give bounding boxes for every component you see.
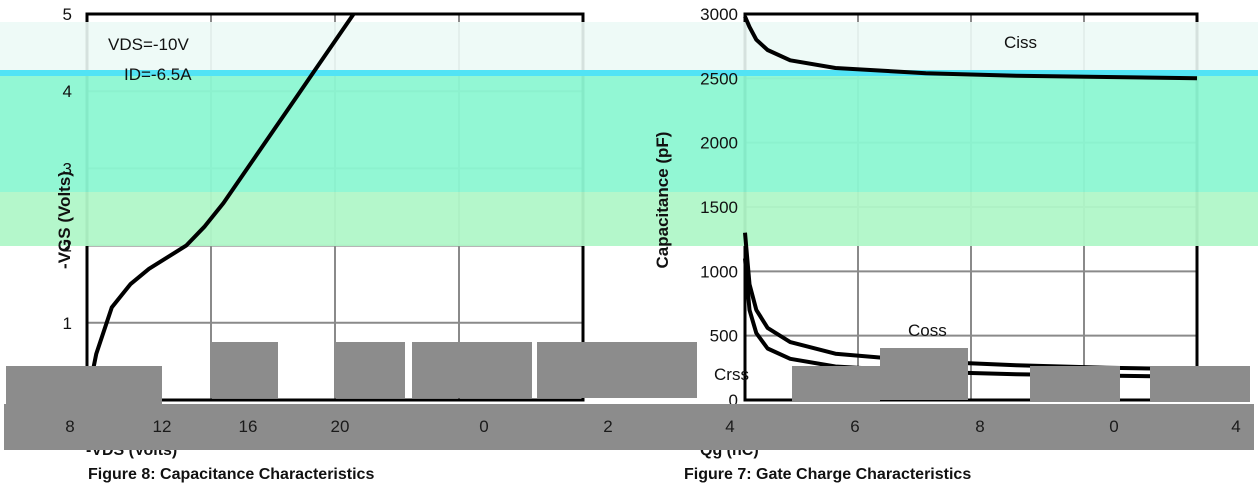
gate-ytick-label: 1 [63, 314, 72, 333]
overlay-bands [0, 22, 1258, 246]
overlay-band-low [0, 192, 1258, 246]
bottom-tick-label: 8 [975, 417, 984, 436]
gate-y-axis-label: -VGS (Volts) [55, 171, 74, 269]
occluding-block-4 [537, 342, 697, 398]
occluding-block-0 [6, 366, 162, 406]
bottom-tick-label: 4 [725, 417, 734, 436]
crss-label: Crss [714, 365, 749, 384]
coss-label: Coss [908, 321, 947, 340]
overlay-band-line [0, 70, 1258, 76]
gate-charge-curve [85, 12, 356, 401]
gate-ytick-label: 4 [63, 82, 72, 101]
overlay-band-main [0, 76, 1258, 192]
figure-caption-left: Figure 8: Capacitance Characteristics [88, 466, 375, 483]
bottom-tick-label: 4 [1231, 417, 1240, 436]
bottom-tick-strip [4, 404, 1254, 450]
occluding-block-3 [412, 342, 532, 398]
ciss-label: Ciss [1004, 33, 1037, 52]
capacitance-ytick-label: 1500 [700, 198, 738, 217]
bottom-tick-label: 2 [603, 417, 612, 436]
capacitance-y-axis-label: Capacitance (pF) [653, 132, 672, 269]
occluding-block-5 [792, 366, 880, 402]
capacitance-ytick-label: 1000 [700, 262, 738, 281]
capacitance-ytick-label: 500 [710, 327, 738, 346]
tick-label-layer: 8 12 16 20 0 2 4 6 8 0 4 [65, 417, 1240, 436]
bottom-tick-label: 12 [153, 417, 172, 436]
capacitance-ytick-label: 0 [729, 391, 738, 410]
capacitance-ytick-label: 3000 [700, 5, 738, 24]
gate-ytick-label: 2 [63, 237, 72, 256]
occluding-blocks [4, 342, 1254, 450]
figure-caption-right: Figure 7: Gate Charge Characteristics [684, 466, 972, 483]
bottom-tick-label: 6 [850, 417, 859, 436]
occluding-block-8 [1150, 366, 1250, 402]
capacitance-ytick-label: 2500 [700, 69, 738, 88]
bottom-tick-label: 8 [65, 417, 74, 436]
occluding-block-2 [335, 342, 405, 398]
bottom-tick-label: 0 [1109, 417, 1118, 436]
vds-annotation: VDS=-10V [108, 35, 189, 54]
overlay-band-top [0, 22, 1258, 72]
gate-ytick-label: 3 [63, 159, 72, 178]
bottom-tick-label: 20 [331, 417, 350, 436]
bottom-tick-label: 0 [479, 417, 488, 436]
capacitance-curve-ciss [743, 15, 1198, 81]
gate-ytick-label: 5 [63, 5, 72, 24]
capacitance-ytick-label: 2000 [700, 134, 738, 153]
occluding-block-6 [880, 348, 968, 400]
bottom-tick-label: 16 [239, 417, 258, 436]
occluding-block-7 [1030, 366, 1120, 402]
id-annotation: ID=-6.5A [124, 65, 192, 84]
occluding-block-1 [210, 342, 278, 398]
